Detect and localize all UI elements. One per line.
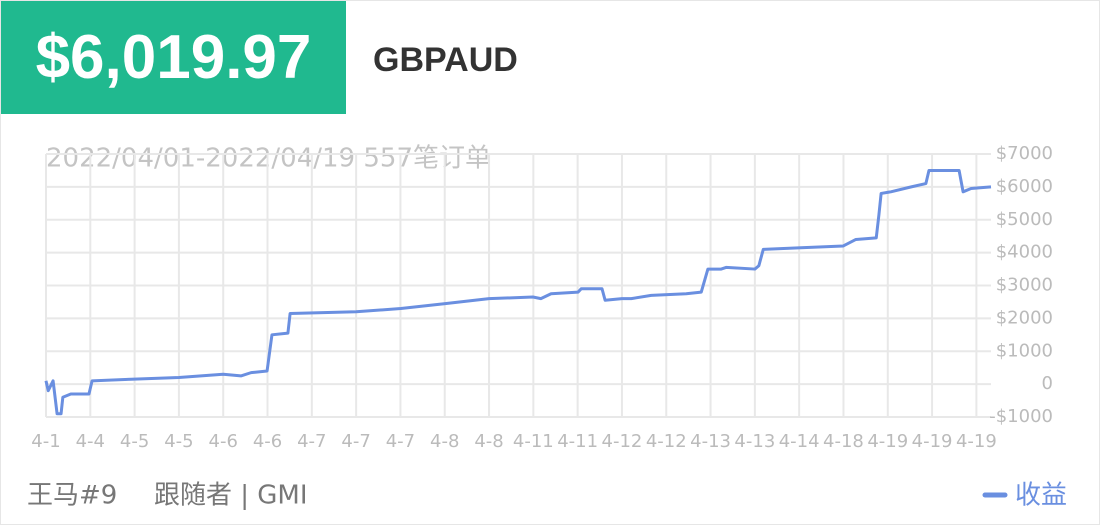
x-tick-label: 4-7: [341, 431, 370, 452]
y-tick-label: $7000: [996, 143, 1053, 164]
legend-label: 收益: [1015, 481, 1067, 511]
x-tick-label: 4-5: [120, 431, 149, 452]
y-tick-label: $6000: [996, 176, 1053, 197]
y-tick-label: $1000: [996, 340, 1053, 361]
line-series: [44, 168, 992, 416]
x-tick-label: 4-19: [867, 431, 908, 452]
x-tick-label: 4-18: [823, 431, 864, 452]
y-tick-label: $5000: [996, 209, 1053, 230]
x-tick-label: 4-4: [76, 431, 105, 452]
x-tick-label: 4-5: [164, 431, 193, 452]
y-tick-label: $2000: [996, 307, 1053, 328]
x-tick-label: 4-6: [209, 431, 238, 452]
profit-amount: $6,019.97: [1, 1, 346, 114]
x-tick-label: 4-11: [513, 431, 554, 452]
x-tick-label: 4-7: [386, 431, 415, 452]
x-tick-label: 4-12: [646, 431, 687, 452]
x-tick-label: 4-6: [253, 431, 282, 452]
user-role: 跟随者 | GMI: [154, 481, 308, 511]
x-tick-label: 4-1: [31, 431, 60, 452]
x-tick-label: 4-14: [779, 431, 820, 452]
x-tick-label: 4-12: [602, 431, 643, 452]
y-tick-label: $3000: [996, 275, 1053, 296]
y-tick-label: -$1000: [989, 406, 1053, 427]
user-name: 王马#9: [27, 481, 117, 511]
symbol: GBPAUD: [373, 41, 518, 79]
x-tick-label: 4-11: [557, 431, 598, 452]
x-tick-label: 4-7: [297, 431, 326, 452]
x-tick-label: 4-19: [912, 431, 953, 452]
y-tick-label: $4000: [996, 242, 1053, 263]
x-tick-label: 4-8: [474, 431, 503, 452]
x-tick-label: 4-13: [734, 431, 775, 452]
x-tick-label: 4-8: [430, 431, 459, 452]
y-tick-label: 0: [1042, 373, 1053, 394]
x-tick-label: 4-13: [690, 431, 731, 452]
x-tick-label: 4-19: [956, 431, 997, 452]
